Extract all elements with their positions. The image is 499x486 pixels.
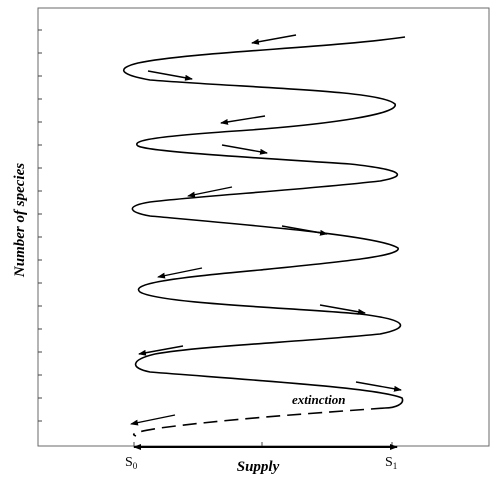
- arrow-right-5: [355, 381, 402, 392]
- extinction-label: extinction: [292, 392, 345, 407]
- arrow-left-6: [130, 414, 176, 426]
- extinction-dashed-curve: [132, 407, 386, 437]
- species-response-curve: [122, 36, 406, 409]
- x-tick-s0-main: S: [125, 455, 133, 470]
- arrow-right-3: [281, 225, 328, 236]
- arrow-left-4: [157, 267, 203, 279]
- arrow-left-2: [220, 115, 266, 125]
- x-tick-s0: S0: [125, 455, 138, 471]
- arrow-left-1: [251, 34, 297, 45]
- direction-arrows: [130, 34, 402, 426]
- x-tick-s0-sub: 0: [133, 461, 138, 471]
- arrow-right-1: [147, 70, 193, 81]
- arrow-right-2: [221, 144, 268, 155]
- arrow-right-4: [319, 304, 366, 315]
- x-tick-s1-main: S: [385, 455, 393, 470]
- arrow-left-5: [138, 345, 184, 356]
- x-tick-s1: S1: [385, 455, 397, 471]
- x-axis-label: Supply: [237, 459, 280, 475]
- x-axis-ticks: [133, 442, 393, 446]
- y-axis-ticks: [38, 29, 42, 422]
- arrow-left-3: [187, 186, 233, 198]
- y-axis-label: Number of species: [12, 163, 28, 278]
- x-tick-s1-sub: 1: [393, 461, 398, 471]
